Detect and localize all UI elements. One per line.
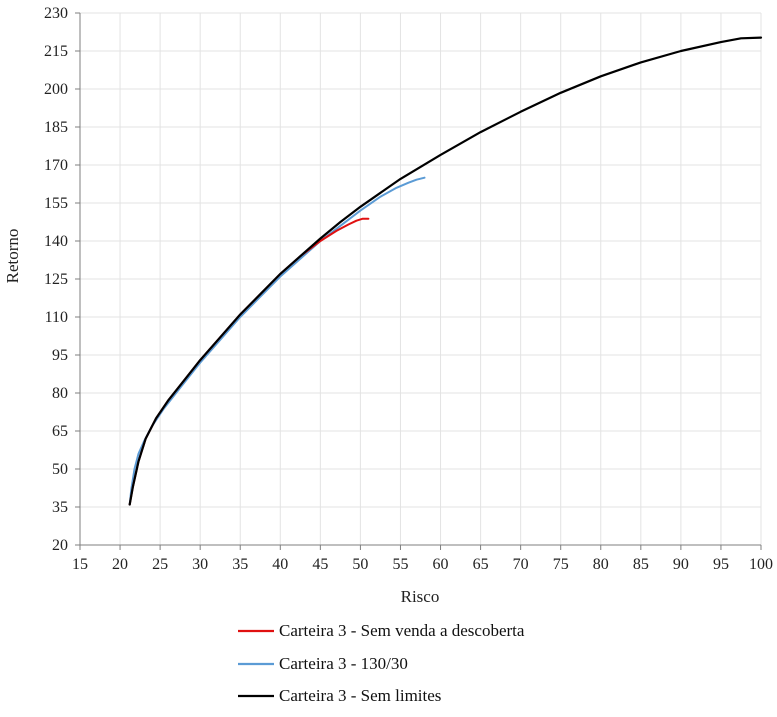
x-tick-label-12: 75: [553, 556, 569, 573]
legend-label-2: Carteira 3 - Sem limites: [279, 686, 441, 705]
y-tick-label-3: 65: [52, 423, 68, 440]
x-tick-label-9: 60: [433, 556, 449, 573]
x-tick-label-10: 65: [473, 556, 489, 573]
y-tick-label-11: 185: [44, 119, 68, 136]
x-tick-label-14: 85: [633, 556, 649, 573]
x-tick-label-11: 70: [513, 556, 529, 573]
series-line-1: [128, 176, 426, 506]
series-line-2: [128, 36, 763, 506]
legend-label-1: Carteira 3 - 130/30: [279, 654, 408, 673]
y-tick-label-1: 35: [52, 499, 68, 516]
y-tick-label-0: 20: [52, 537, 68, 554]
series-line-0: [128, 217, 370, 506]
y-tick-label-5: 95: [52, 347, 68, 364]
x-tick-label-13: 80: [593, 556, 609, 573]
y-tick-label-8: 140: [44, 233, 68, 250]
y-tick-label-12: 200: [44, 81, 68, 98]
y-tick-label-7: 125: [44, 271, 68, 288]
x-tick-label-4: 35: [232, 556, 248, 573]
y-axis-title: Retorno: [3, 229, 22, 284]
x-tick-label-15: 90: [673, 556, 689, 573]
x-tick-label-6: 45: [312, 556, 328, 573]
y-tick-label-9: 155: [44, 195, 68, 212]
x-tick-label-0: 15: [72, 556, 88, 573]
y-tick-label-2: 50: [52, 461, 68, 478]
x-tick-labels: 15 20 25 30 35 40 45 50 55 60 65 70 75 80 85 90 95 100: [72, 556, 773, 573]
y-tick-label-4: 80: [52, 385, 68, 402]
y-tick-label-13: 215: [44, 43, 68, 60]
x-tick-label-5: 40: [272, 556, 288, 573]
axes: [75, 12, 762, 550]
x-axis-title: Risco: [401, 587, 440, 606]
y-tick-labels: 20 35 50 65 80 95 110 125 140 155 170 185 200 215 230: [44, 5, 68, 554]
x-tick-label-16: 95: [713, 556, 729, 573]
y-tick-label-10: 170: [44, 157, 68, 174]
x-tick-label-8: 55: [392, 556, 408, 573]
x-tick-label-2: 25: [152, 556, 168, 573]
legend-label-0: Carteira 3 - Sem venda a descoberta: [279, 621, 525, 640]
y-tick-label-14: 230: [44, 5, 68, 22]
x-tick-label-17: 100: [749, 556, 773, 573]
x-tick-label-1: 20: [112, 556, 128, 573]
x-tick-label-3: 30: [192, 556, 208, 573]
grid: [79, 12, 762, 546]
legend: Carteira 3 - Sem venda a descoberta Carte…: [238, 621, 525, 705]
series-lines: [128, 36, 763, 506]
x-tick-label-7: 50: [352, 556, 368, 573]
y-tick-label-6: 110: [45, 309, 68, 326]
